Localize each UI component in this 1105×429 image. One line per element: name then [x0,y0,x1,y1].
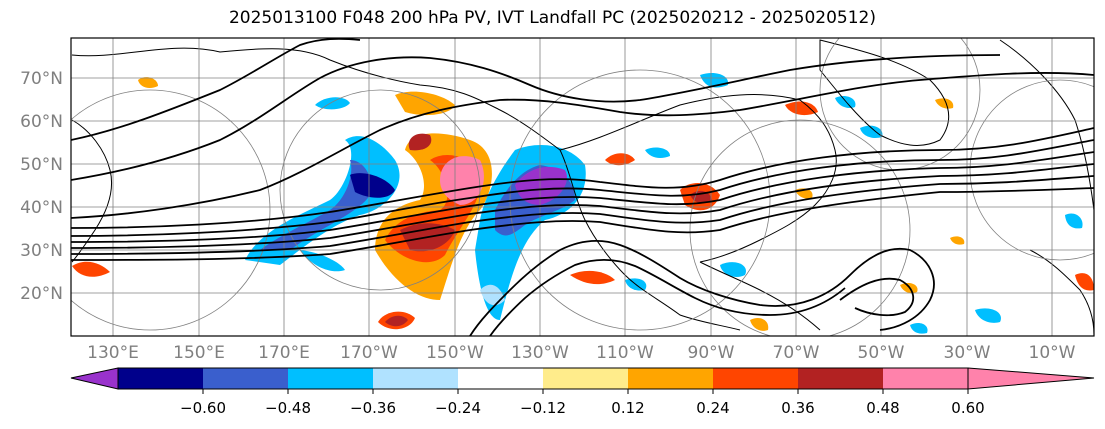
colorbar-label: 0.12 [611,399,644,417]
colorbar-label: −0.60 [180,399,226,417]
lat-label: 50°N [20,155,63,175]
colorbar-segment [118,368,203,389]
colorbar-segment [458,368,543,389]
lat-label: 70°N [20,69,63,89]
lon-labels: 130°E 150°E 170°E 170°W 150°W 130°W 110°… [87,343,1076,363]
lon-label: 90°W [688,343,735,363]
lon-label: 170°W [340,343,398,363]
colorbar-segment [543,368,628,389]
lon-label: 130°E [87,343,139,363]
colorbar-min-arrow [70,367,119,390]
lon-label: 170°E [258,343,310,363]
lon-label: 50°W [858,343,905,363]
lat-label: 20°N [20,284,63,304]
lon-label: 130°W [511,343,569,363]
map-frame [70,37,1095,337]
colorbar-segment [883,368,968,389]
coastlines [71,39,1094,336]
graticule [71,38,1094,336]
colorbar-max-arrow [967,367,1095,390]
lat-labels: 70°N 60°N 50°N 40°N 30°N 20°N [20,69,63,304]
lon-label: 150°E [173,343,225,363]
colorbar-label: 0.60 [951,399,984,417]
lat-label: 60°N [20,112,63,132]
lat-label: 40°N [20,198,63,218]
colorbar-label: 0.48 [866,399,899,417]
lon-label: 10°W [1029,343,1076,363]
lat-label: 30°N [20,241,63,261]
colorbar-segment [628,368,713,389]
colorbar-segment [373,368,458,389]
colorbar-label: −0.36 [350,399,396,417]
colorbar-label: −0.48 [265,399,311,417]
lon-label: 150°W [426,343,484,363]
height-contours [71,38,1094,336]
colorbar-label: 0.36 [781,399,814,417]
lon-label: 110°W [596,343,654,363]
colorbar-label: −0.24 [435,399,481,417]
colorbar: −0.60 −0.48 −0.36 −0.24 −0.12 0.12 0.24 … [70,367,1095,417]
colorbar-label: 0.24 [696,399,729,417]
colorbar-segment [798,368,883,389]
colorbar-segment [203,368,288,389]
colorbar-segment [713,368,798,389]
map-title: 2025013100 F048 200 hPa PV, IVT Landfall… [228,8,876,28]
lon-label: 70°W [773,343,820,363]
colorbar-segment [288,368,373,389]
colorbar-label: −0.12 [520,399,566,417]
lon-label: 30°W [944,343,991,363]
